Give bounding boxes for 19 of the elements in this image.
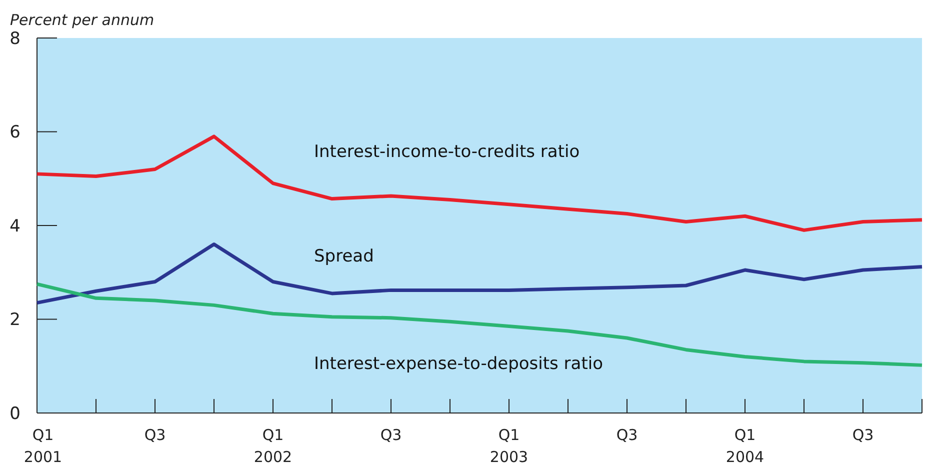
x-tick-label: Q3	[852, 426, 874, 444]
series-label: Interest-expense-to-deposits ratio	[314, 354, 603, 374]
x-tick-label: Q3	[380, 426, 402, 444]
series-label: Spread	[314, 246, 374, 266]
y-tick-label: 0	[10, 404, 20, 424]
y-axis-title: Percent per annum	[10, 11, 154, 29]
y-tick-label: 2	[10, 310, 20, 330]
line-series	[35, 134, 924, 232]
x-tick-label: Q3	[144, 426, 166, 444]
line-series	[35, 242, 924, 305]
y-tick-label: 8	[10, 28, 20, 49]
x-tick-label: Q1 2001	[24, 426, 62, 466]
x-tick-label: Q3	[616, 426, 638, 444]
y-tick-label: 4	[10, 216, 20, 236]
x-tick-label: Q1 2004	[726, 426, 764, 466]
series-label: Interest-income-to-credits ratio	[314, 142, 580, 162]
y-tick-label: 6	[10, 122, 20, 143]
x-tick-label: Q1 2003	[490, 426, 528, 466]
x-tick-label: Q1 2002	[254, 426, 292, 466]
